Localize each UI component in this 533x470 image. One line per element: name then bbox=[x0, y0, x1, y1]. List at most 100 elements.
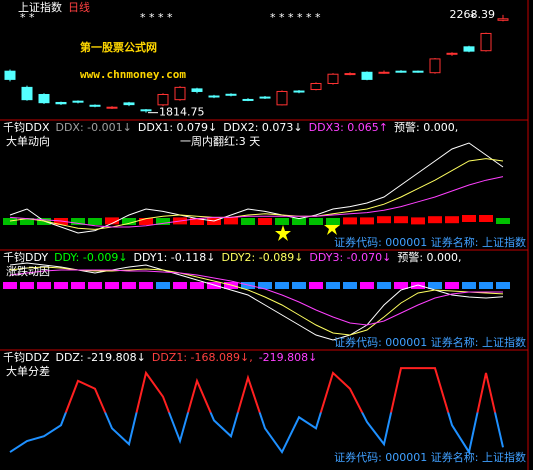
indicator-bar bbox=[479, 282, 493, 289]
candle-body bbox=[480, 32, 492, 52]
indicator-bar bbox=[428, 216, 442, 224]
candle-body bbox=[38, 93, 50, 104]
indicator-bar bbox=[105, 217, 119, 225]
indicator-bar bbox=[309, 282, 323, 289]
indicator-bar bbox=[173, 282, 187, 289]
indicator-bar bbox=[496, 218, 510, 224]
indicator-bar bbox=[88, 282, 102, 289]
indicator-bar bbox=[343, 282, 357, 289]
legend-entry: DDX1: 0.079↓ bbox=[138, 121, 217, 134]
indicator-bar bbox=[156, 218, 170, 225]
indicator-bar bbox=[428, 282, 442, 289]
indicator-bar bbox=[122, 218, 136, 225]
candle-body bbox=[72, 100, 84, 103]
indicator-bar bbox=[258, 282, 272, 289]
legend-entry: DDY1: -0.118↓ bbox=[134, 251, 216, 264]
stars: * * * * * * * * * * * * * bbox=[20, 11, 476, 24]
candle-body bbox=[378, 71, 390, 74]
indicator-title: 千钧DDY bbox=[3, 250, 48, 264]
indicator-bar bbox=[445, 216, 459, 224]
indicator-bar bbox=[71, 282, 85, 289]
price-annotation: 1814.75 bbox=[159, 106, 205, 119]
candle-body bbox=[225, 93, 237, 96]
indicator-bar bbox=[360, 217, 374, 225]
candle-body bbox=[344, 73, 356, 76]
indicator-title: 千钧DDX bbox=[3, 120, 50, 134]
indicator-bar bbox=[122, 282, 136, 289]
indicator-bar bbox=[326, 282, 340, 289]
svg-text:* *: * * bbox=[20, 11, 35, 24]
footer: 证券代码: 000001 证券名称: 上证指数 bbox=[334, 235, 526, 249]
indicator-title: 千钧DDZ bbox=[3, 350, 50, 364]
candle-body bbox=[55, 101, 67, 105]
signal-star bbox=[275, 225, 291, 241]
watermark: www.chnmoney.com bbox=[80, 68, 186, 81]
legend-entry: 预警: 0.000, bbox=[394, 120, 458, 134]
candle-body bbox=[140, 109, 152, 112]
chart-subtitle: 日线 bbox=[68, 0, 90, 14]
indicator-line bbox=[9, 262, 504, 341]
indicator-line bbox=[9, 266, 504, 336]
legend-entry: DDZ1: -168.089↓, bbox=[152, 351, 253, 364]
indicator-bar bbox=[462, 282, 476, 289]
candle-body bbox=[361, 71, 373, 80]
indicator-bar bbox=[377, 216, 391, 224]
candle-body bbox=[446, 52, 458, 55]
signal-star bbox=[324, 219, 340, 235]
indicator-bar bbox=[411, 217, 425, 225]
candle-body bbox=[293, 90, 305, 93]
candle-body bbox=[463, 46, 475, 52]
note: 大单分差 bbox=[6, 364, 50, 378]
candle-body bbox=[21, 86, 33, 101]
indicator-bar bbox=[462, 215, 476, 222]
indicator-bar bbox=[394, 282, 408, 289]
indicator-bar bbox=[479, 215, 493, 222]
candle-body bbox=[157, 93, 169, 106]
candle-body bbox=[259, 96, 271, 99]
indicator-line bbox=[9, 176, 504, 228]
candle-body bbox=[89, 104, 101, 107]
indicator-bar bbox=[3, 218, 17, 225]
candle-body bbox=[497, 18, 509, 21]
indicator-line bbox=[9, 269, 503, 326]
candle-body bbox=[395, 70, 407, 73]
indicator-bar bbox=[496, 282, 510, 289]
indicator-line bbox=[9, 142, 504, 234]
note: 一周内翻红:3 天 bbox=[180, 134, 260, 148]
indicator-bar bbox=[3, 282, 17, 289]
legend-entry: DDY: -0.009↓ bbox=[54, 251, 127, 264]
candle-body bbox=[208, 95, 220, 98]
indicator-bar bbox=[241, 218, 255, 225]
candle-body bbox=[191, 88, 203, 92]
indicator-bar bbox=[105, 282, 119, 289]
indicator-bar bbox=[190, 218, 204, 225]
svg-text:* * * *: * * * * bbox=[140, 11, 173, 24]
candle-body bbox=[276, 90, 288, 106]
indicator-line bbox=[9, 158, 504, 230]
candle-body bbox=[327, 73, 339, 84]
candle-body bbox=[123, 102, 135, 106]
candle-body bbox=[429, 58, 441, 74]
legend-entry: DDZ: -219.808↓ bbox=[55, 351, 145, 364]
legend-entry: DDY3: -0.070↓ bbox=[309, 251, 391, 264]
indicator-bar bbox=[292, 218, 306, 225]
indicator-bar bbox=[360, 282, 374, 289]
indicator-bar bbox=[275, 218, 289, 225]
indicator-bar bbox=[377, 282, 391, 289]
ddz-line bbox=[9, 367, 504, 455]
indicator-bar bbox=[309, 218, 323, 225]
candle-body bbox=[4, 70, 16, 80]
legend-entry: DDX3: 0.065↑ bbox=[309, 121, 388, 134]
indicator-bar bbox=[139, 282, 153, 289]
candle-body bbox=[174, 86, 186, 101]
price-annotation: 2268.39 bbox=[450, 8, 496, 21]
indicator-bar bbox=[71, 218, 85, 225]
indicator-bar bbox=[54, 282, 68, 289]
watermark: 第一股票公式网 bbox=[80, 40, 157, 54]
svg-text:*: * bbox=[470, 11, 476, 24]
legend-entry: 预警: 0.000, bbox=[397, 250, 461, 264]
indicator-bar bbox=[37, 282, 51, 289]
candle-body bbox=[310, 82, 322, 91]
